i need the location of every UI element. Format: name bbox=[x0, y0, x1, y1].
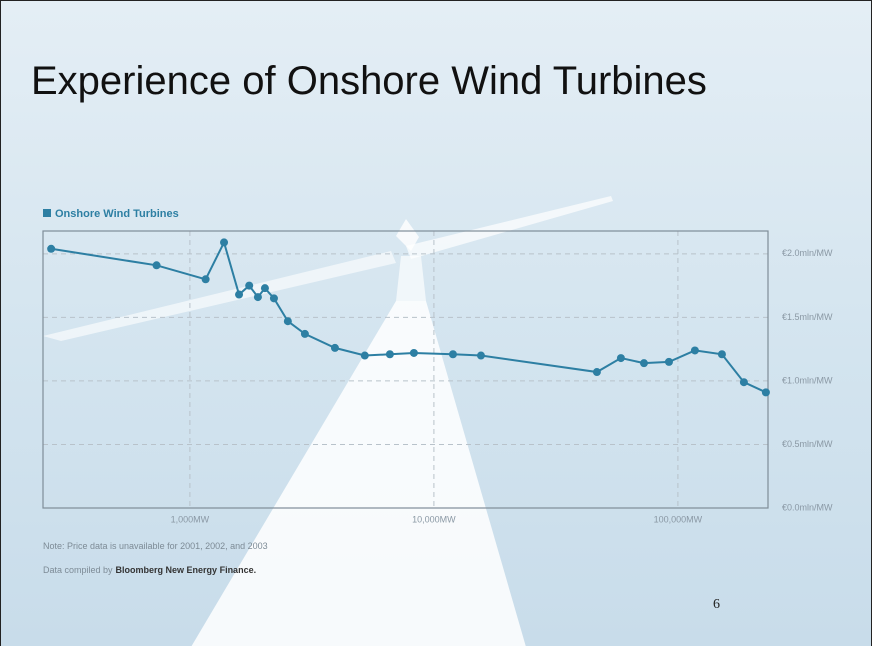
data-point bbox=[448, 350, 457, 359]
data-point bbox=[717, 350, 726, 359]
credit-source: Bloomberg New Energy Finance. bbox=[115, 565, 257, 575]
data-point bbox=[253, 293, 262, 302]
data-point bbox=[235, 290, 244, 299]
credit-prefix: Data compiled by bbox=[43, 565, 113, 575]
x-tick-label: 1,000MW bbox=[171, 514, 210, 524]
y-tick-label: €0.0mln/MW bbox=[782, 502, 833, 512]
y-tick-label: €0.5mln/MW bbox=[782, 439, 833, 449]
data-point bbox=[476, 351, 485, 360]
data-point bbox=[739, 378, 748, 387]
credit: Data compiled by Bloomberg New Energy Fin… bbox=[43, 565, 256, 575]
data-point bbox=[300, 329, 309, 338]
page-number: 6 bbox=[713, 597, 720, 612]
legend-text: Onshore Wind Turbines bbox=[55, 208, 179, 220]
data-point bbox=[360, 351, 369, 360]
legend-swatch bbox=[43, 209, 51, 217]
note: Note: Price data is unavailable for 2001… bbox=[43, 541, 268, 551]
data-point bbox=[409, 348, 418, 357]
data-point bbox=[260, 284, 269, 293]
data-point bbox=[639, 359, 648, 368]
data-point bbox=[283, 317, 292, 326]
data-point bbox=[385, 350, 394, 359]
data-point bbox=[245, 281, 254, 290]
data-point bbox=[201, 275, 210, 284]
data-point bbox=[330, 343, 339, 352]
y-tick-label: €1.0mln/MW bbox=[782, 375, 833, 385]
data-point bbox=[664, 357, 673, 366]
data-point bbox=[761, 388, 770, 397]
slide-title: Experience of Onshore Wind Turbines bbox=[31, 59, 707, 103]
y-tick-label: €1.5mln/MW bbox=[782, 312, 833, 322]
data-point bbox=[269, 294, 278, 303]
data-point bbox=[152, 261, 161, 270]
data-point bbox=[47, 244, 56, 253]
y-tick-label: €2.0mln/MW bbox=[782, 248, 833, 258]
data-point bbox=[616, 354, 625, 363]
x-tick-label: 100,000MW bbox=[654, 514, 703, 524]
x-tick-label: 10,000MW bbox=[412, 514, 456, 524]
plot-frame bbox=[42, 230, 769, 509]
data-point bbox=[220, 238, 229, 247]
data-point bbox=[690, 346, 699, 355]
data-point bbox=[592, 368, 601, 377]
